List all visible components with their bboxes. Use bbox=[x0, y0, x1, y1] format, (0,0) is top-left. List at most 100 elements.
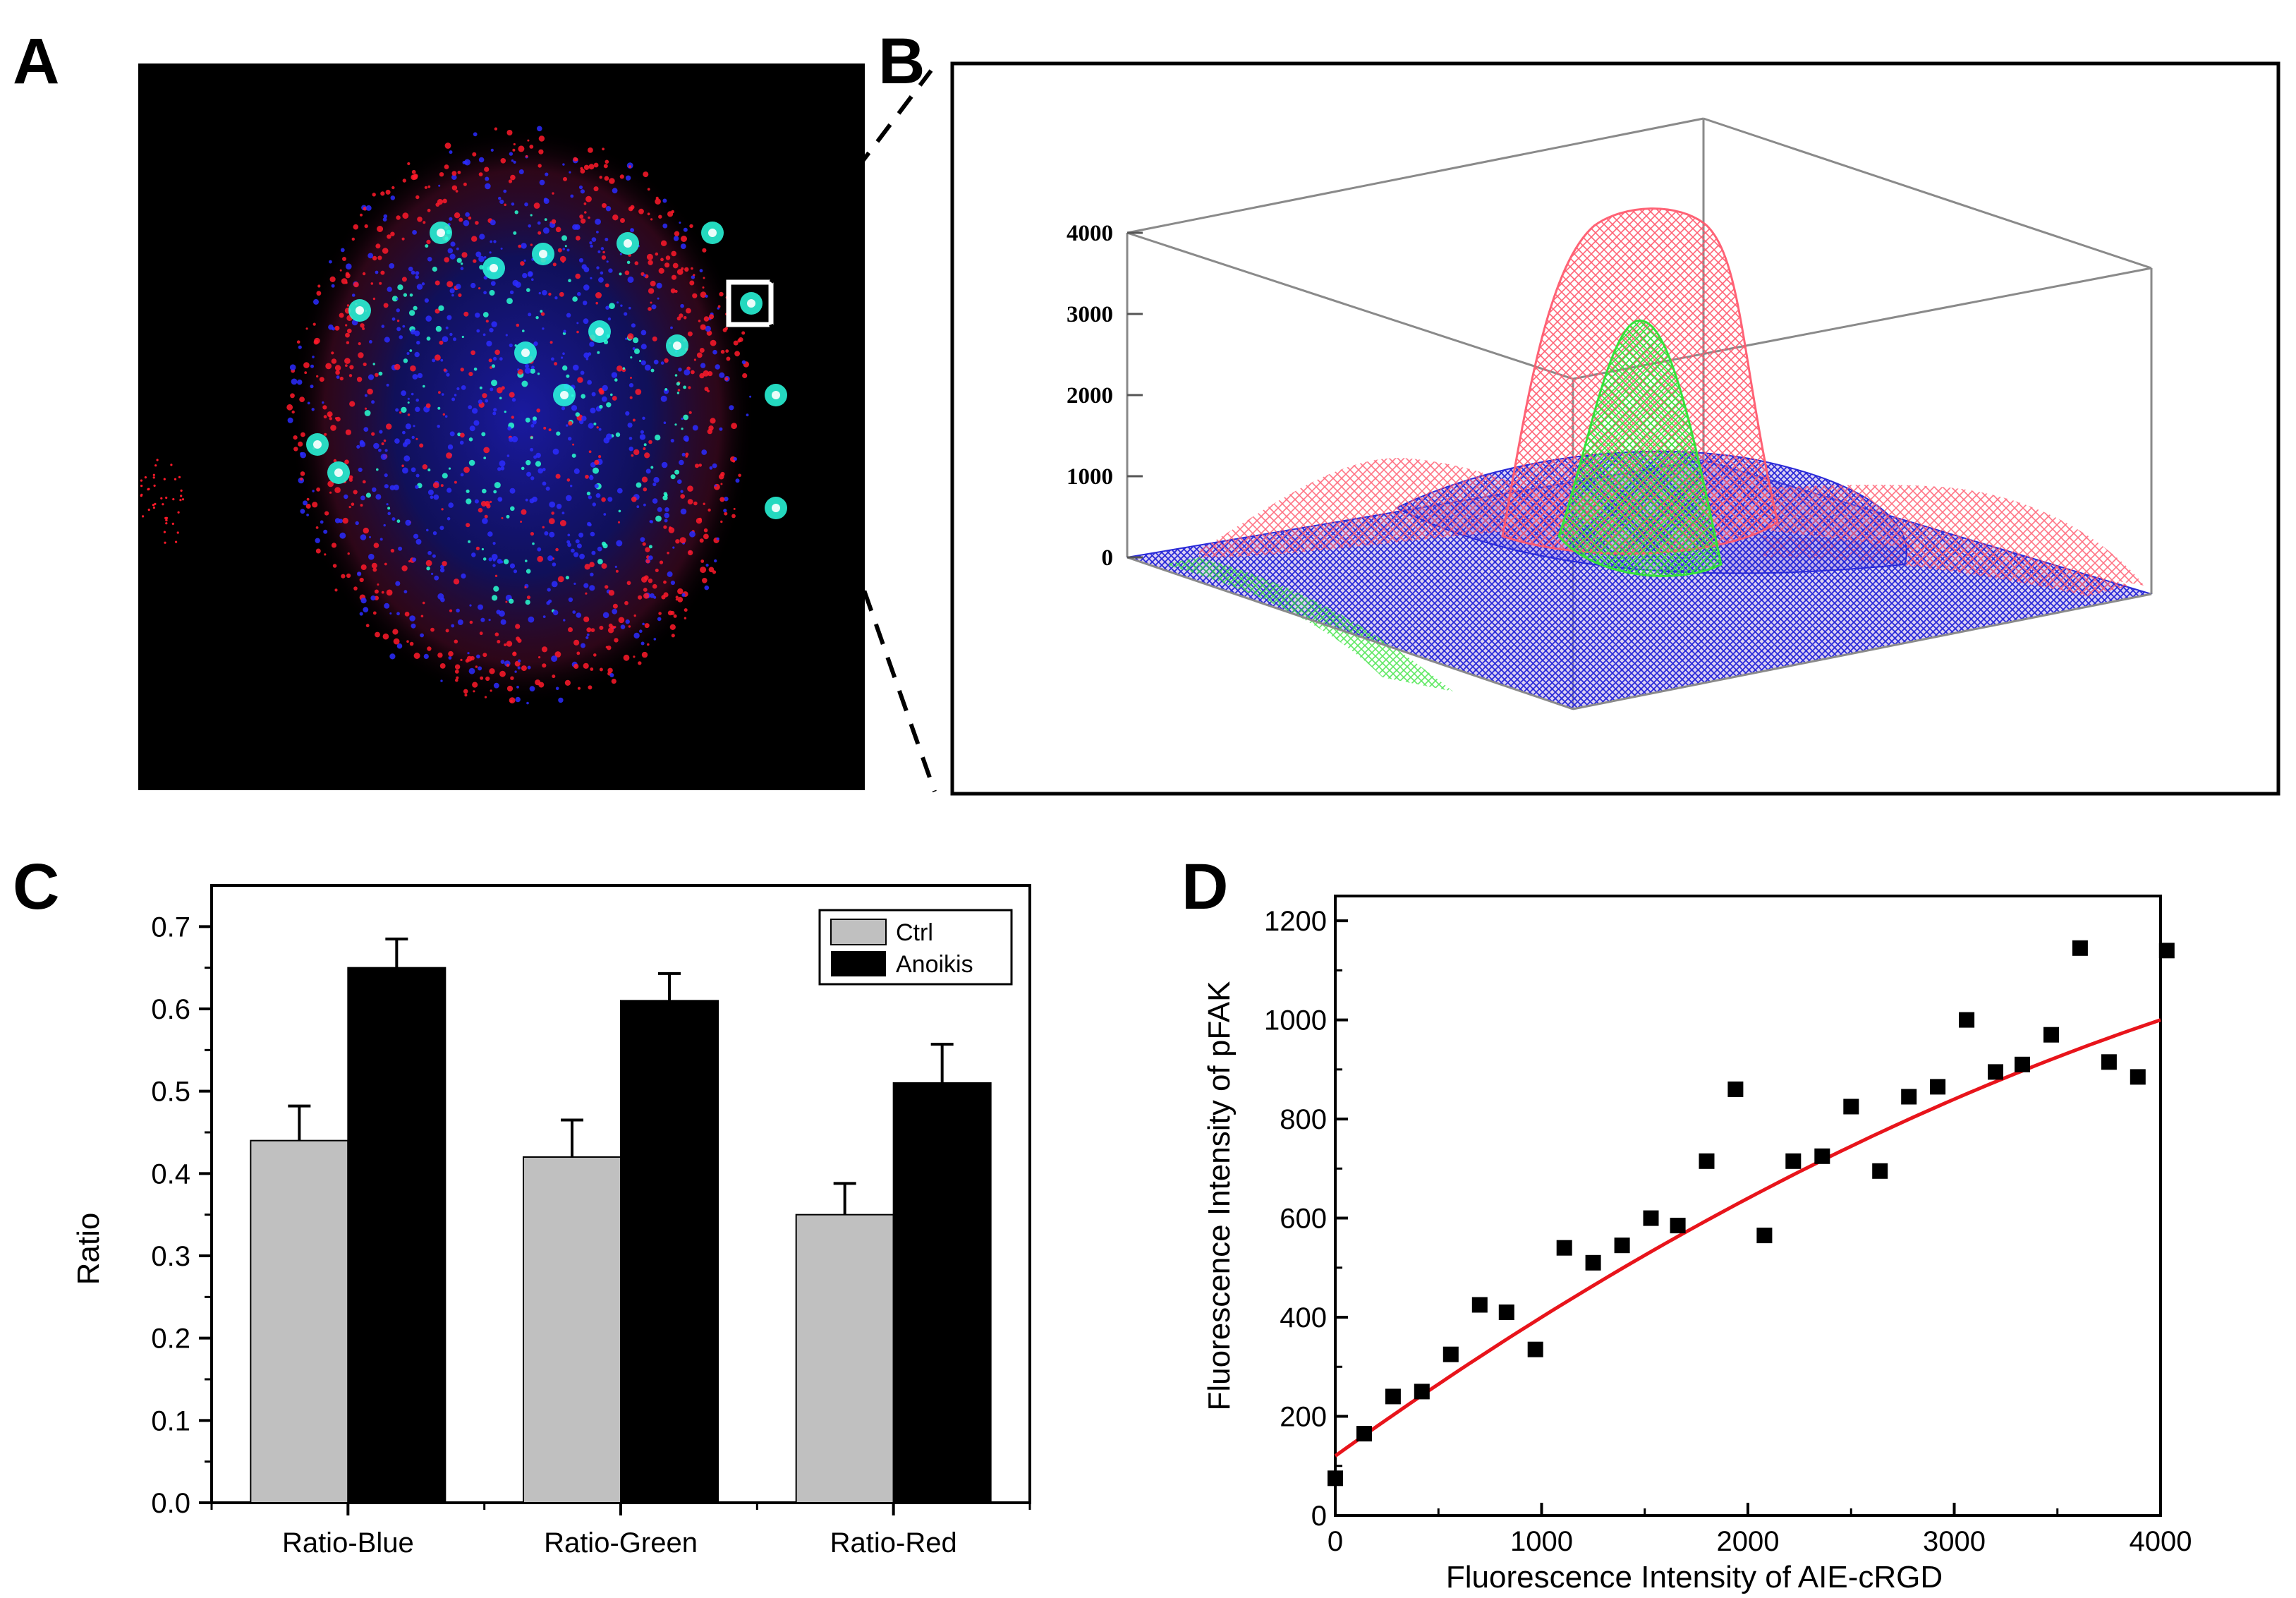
fluor-dot bbox=[668, 527, 675, 533]
fluor-dot bbox=[336, 416, 341, 422]
fluor-dot bbox=[381, 442, 384, 445]
fluor-dot bbox=[680, 303, 684, 308]
fluor-dot bbox=[402, 325, 406, 328]
fluor-dot bbox=[616, 365, 623, 372]
fluor-dot bbox=[590, 407, 596, 413]
fluor-dot bbox=[378, 371, 383, 376]
fluor-dot bbox=[657, 507, 662, 512]
fluor-dot bbox=[628, 383, 634, 388]
fluor-dot bbox=[712, 463, 717, 468]
fluor-dot bbox=[339, 532, 346, 539]
fluor-dot bbox=[427, 489, 434, 495]
fluor-dot bbox=[733, 507, 736, 510]
fluor-dot bbox=[509, 392, 515, 398]
fluor-dot bbox=[614, 565, 617, 569]
fluor-dot bbox=[607, 497, 613, 502]
fluor-dot bbox=[683, 414, 689, 420]
fluor-dot bbox=[499, 670, 506, 677]
fluor-dot bbox=[444, 164, 449, 169]
fluor-dot bbox=[707, 508, 711, 512]
fluor-dot bbox=[597, 351, 600, 354]
fluor-dot bbox=[170, 464, 173, 466]
fluor-dot bbox=[435, 325, 442, 332]
fluor-dot bbox=[298, 441, 303, 447]
fluor-dot bbox=[592, 502, 596, 507]
fluor-dot bbox=[460, 262, 463, 265]
fluor-dot bbox=[386, 383, 389, 387]
fluor-dot bbox=[492, 595, 498, 601]
fluor-dot bbox=[542, 615, 546, 618]
fluor-dot bbox=[360, 534, 367, 540]
fluor-dot bbox=[542, 227, 549, 234]
fluor-dot bbox=[647, 188, 650, 191]
fluor-dot bbox=[570, 194, 574, 198]
fluor-dot bbox=[293, 435, 298, 440]
fluor-dot bbox=[572, 296, 578, 302]
fluor-dot bbox=[480, 617, 485, 622]
fluor-dot bbox=[466, 498, 472, 504]
fluor-dot bbox=[612, 603, 618, 609]
fluor-dot bbox=[679, 537, 686, 544]
fluor-dot bbox=[683, 227, 688, 232]
fluor-dot bbox=[521, 380, 528, 387]
fluor-dot bbox=[164, 516, 167, 519]
fluor-dot bbox=[464, 159, 470, 166]
fluor-dot bbox=[599, 667, 603, 672]
fluor-dot bbox=[639, 629, 643, 633]
fluor-dot bbox=[583, 352, 590, 358]
fluor-dot bbox=[692, 293, 698, 298]
fluor-dot bbox=[738, 473, 741, 478]
fluor-dot bbox=[353, 586, 358, 591]
fluor-dot bbox=[500, 466, 505, 471]
fluor-dot bbox=[396, 327, 401, 332]
fluor-dot bbox=[689, 224, 693, 229]
fluor-dot bbox=[503, 189, 507, 193]
fluor-dot bbox=[538, 149, 544, 155]
fluor-dot bbox=[675, 539, 680, 544]
fluor-dot bbox=[500, 247, 503, 250]
fluor-dot bbox=[347, 328, 352, 334]
fluor-dot bbox=[508, 179, 513, 183]
fluor-dot bbox=[506, 130, 513, 135]
fluor-dot bbox=[447, 315, 452, 320]
fluor-dot bbox=[633, 632, 640, 639]
fluor-dot bbox=[686, 308, 691, 314]
fluor-dot bbox=[345, 429, 351, 435]
fluor-dot bbox=[468, 459, 475, 466]
fluor-dot bbox=[600, 247, 605, 250]
fluor-dot bbox=[562, 352, 565, 356]
fluor-dot bbox=[476, 654, 480, 659]
fluor-dot bbox=[705, 564, 709, 567]
fluor-dot bbox=[702, 248, 707, 253]
fluor-dot bbox=[474, 499, 479, 504]
fluor-dot bbox=[387, 512, 391, 516]
fluor-dot bbox=[640, 430, 645, 434]
fluor-dot bbox=[411, 467, 416, 473]
fluor-dot bbox=[339, 313, 344, 318]
fluor-dot bbox=[456, 258, 462, 263]
fluor-dot bbox=[590, 462, 596, 468]
fluor-dot bbox=[542, 481, 547, 486]
fluor-dot bbox=[580, 169, 585, 174]
bright-spot-core bbox=[595, 327, 604, 336]
fluor-dot bbox=[589, 241, 593, 245]
fluor-dot bbox=[647, 212, 650, 216]
fluor-dot bbox=[602, 612, 609, 619]
fluor-dot bbox=[542, 526, 545, 528]
fluor-dot bbox=[588, 450, 592, 454]
fluor-dot bbox=[602, 385, 608, 392]
fluor-dot bbox=[627, 276, 634, 283]
fit-curve bbox=[1334, 1018, 2161, 1458]
fluor-dot bbox=[396, 215, 401, 220]
fluor-dot bbox=[589, 341, 595, 347]
fluor-dot bbox=[731, 514, 736, 519]
fluor-dot bbox=[393, 484, 399, 491]
fluor-dot bbox=[482, 518, 488, 524]
fluor-dot bbox=[650, 593, 655, 598]
fluor-dot bbox=[427, 185, 431, 188]
x-tick-label: 2000 bbox=[1717, 1526, 1780, 1557]
fluor-dot bbox=[399, 335, 403, 339]
fluor-dot bbox=[387, 234, 391, 239]
fluor-dot bbox=[672, 546, 675, 549]
fluor-dot bbox=[448, 656, 452, 660]
